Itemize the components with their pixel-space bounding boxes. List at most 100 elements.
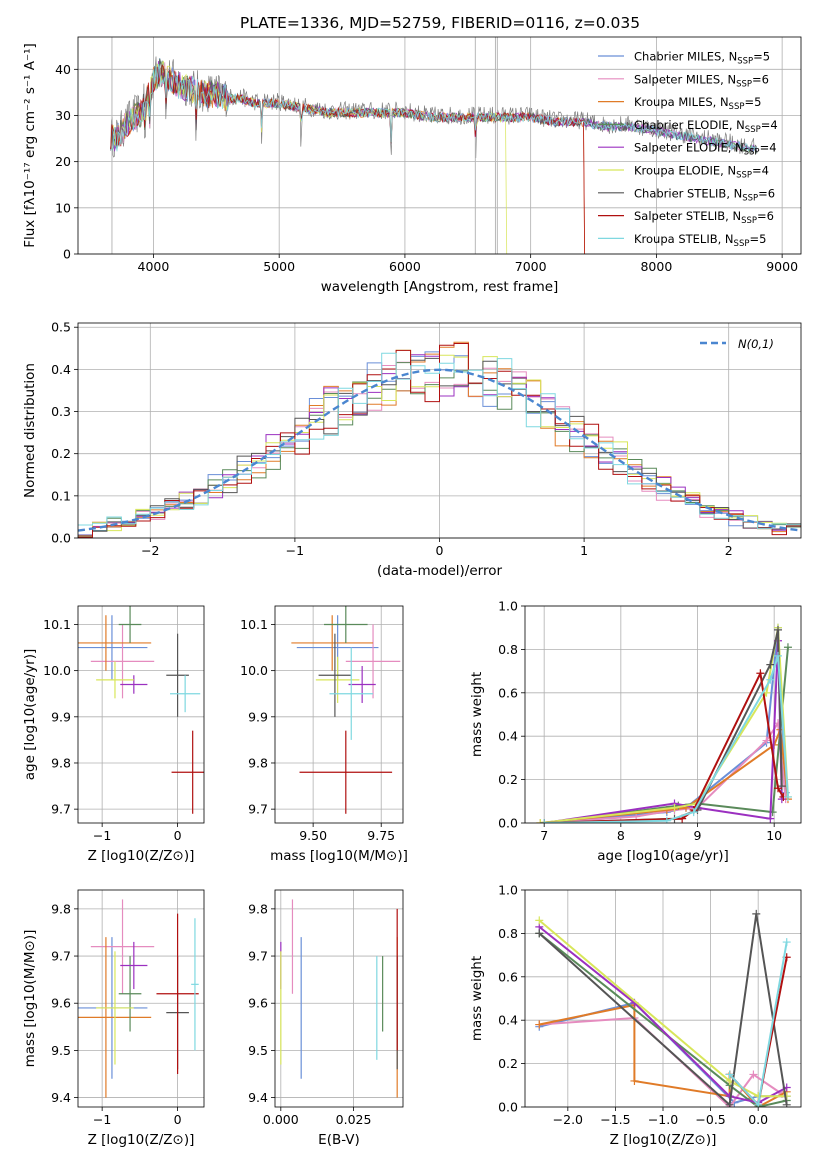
mass_vs_Z-xtick-label: 0 (174, 1112, 182, 1127)
spectrum-frame (77, 36, 802, 255)
massweight_vs_age-ytick-label: 0.0 (498, 816, 518, 831)
massweight_vs_age-xtick-label: 8 (617, 828, 625, 843)
massweight_vs_Z-frame (524, 889, 802, 1108)
residuals-ytick-label: 0.3 (51, 404, 71, 419)
spectrum-xtick-label: 6000 (389, 259, 421, 274)
residuals-xtick-label: −1 (286, 543, 304, 558)
massweight_vs_Z-ytick-label: 0.2 (498, 1056, 518, 1071)
spectrum-ylabel: Flux [fλ10⁻¹⁷ erg cm⁻² s⁻¹ A⁻¹] (22, 43, 38, 248)
massweight_vs_age-marker (756, 669, 765, 678)
massweight_vs_age-series-9 (544, 655, 789, 823)
mass_vs_ebv-xtick-label: 0.025 (336, 1112, 372, 1127)
age_vs_mass-point-5 (348, 666, 376, 703)
spectrum-model-line-8 (110, 64, 586, 254)
age_vs_Z-xtick-label: 0 (174, 828, 182, 843)
age_vs_Z-point-9 (170, 675, 201, 713)
age_vs_Z-xlabel: Z [log10(Z/Z⊙)] (88, 848, 195, 864)
massweight_vs_Z-ytick-label: 0.8 (498, 926, 518, 941)
mass_vs_Z-frame (77, 889, 205, 1108)
spectrum-ytick-label: 10 (55, 200, 71, 215)
residuals-frame (77, 322, 802, 539)
massweight_vs_age-ytick-label: 0.6 (498, 685, 518, 700)
massweight_vs_age-marker (774, 784, 782, 793)
age_vs_mass-xtick-label: 9.50 (299, 828, 327, 843)
residuals-ytick-label: 0.1 (51, 488, 71, 503)
age_vs_Z-point-5 (120, 675, 148, 694)
age_vs_Z-point-6 (96, 661, 134, 699)
massweight_vs_age-marker (783, 792, 792, 801)
spectrum-legend-label: Salpeter STELIB, NSSP=6 (634, 209, 774, 226)
age_vs_Z-plot-area (78, 606, 204, 814)
age_vs_Z-xtick-label: −1 (93, 828, 111, 843)
spectrum-legend-label: Salpeter MILES, NSSP=6 (634, 72, 769, 89)
mass_vs_ebv-ytick-label: 9.7 (248, 949, 268, 964)
figure-title: PLATE=1336, MJD=52759, FIBERID=0116, z=0… (240, 14, 640, 32)
residuals-panel: −2 −1 0 1 2 0.0 0.1 0.2 0.3 0.4 0.5 (data-model)/er… (22, 320, 802, 579)
residuals-xtick-label: −2 (141, 543, 159, 558)
massweight_vs_age-marker (766, 675, 775, 684)
residuals-plot-area (78, 341, 801, 538)
mass_vs_Z-ytick-label: 9.4 (51, 1090, 71, 1105)
age_vs_Z-ytick-label: 10.0 (43, 663, 71, 678)
age_vs_Z-ylabel: age [log10(age/yr)] (22, 649, 38, 781)
spectrum-panel: 4000 5000 6000 7000 8000 9000 0 10 20 30 40 wavelen… (22, 36, 802, 295)
residuals-ytick-label: 0.2 (51, 446, 71, 461)
spectrum-legend-label: Chabrier ELODIE, NSSP=4 (634, 118, 778, 135)
spectrum-legend-label: Kroupa MILES, NSSP=5 (634, 95, 761, 112)
mass_vs_ebv-ytick-label: 9.6 (248, 996, 268, 1011)
spectrum-plot-area (110, 37, 758, 254)
age_vs_Z-point-8 (171, 730, 204, 814)
massweight_vs_age-ytick-label: 0.2 (498, 772, 518, 787)
massweight_vs_age-marker (783, 643, 792, 652)
massweight_vs_age-ytick-label: 0.8 (498, 642, 518, 657)
spectrum-legend: Chabrier MILES, NSSP=5 Salpeter MILES, NS… (598, 50, 778, 249)
mass_vs_Z-ytick-label: 9.5 (51, 1043, 71, 1058)
massweight_vs_age-marker (774, 625, 782, 634)
residuals-xlabel: (data-model)/error (377, 563, 503, 579)
age_vs_Z-ytick-label: 9.8 (51, 755, 71, 770)
age_vs_mass-point-9 (329, 647, 374, 740)
massweight_vs_Z-xtick-label: 0.0 (748, 1112, 768, 1127)
massweight_vs_age-marker (774, 651, 782, 660)
age_vs_mass-point-2 (345, 624, 401, 699)
massweight_vs_Z-ytick-label: 0.6 (498, 969, 518, 984)
massweight_vs_Z-marker (749, 1070, 758, 1079)
massweight_vs_Z-xtick-label: −0.5 (695, 1112, 725, 1127)
residuals-ylabel: Normed distribution (22, 363, 38, 498)
mass_vs_Z-ytick-label: 9.8 (51, 901, 71, 916)
massweight_vs_age-marker (766, 814, 775, 823)
spectrum-legend-label: Kroupa STELIB, NSSP=5 (634, 232, 766, 249)
residuals-ytick-label: 0.4 (51, 362, 71, 377)
mass_vs_Z-plot-area (78, 899, 199, 1098)
mass_vs_Z-point-5 (120, 941, 148, 990)
massweight_vs_Z-xtick-label: −2.0 (553, 1112, 583, 1127)
mass_vs_Z-point-9 (191, 918, 199, 1051)
massweight_vs_age-marker (670, 803, 679, 812)
age_vs_Z-point-3 (78, 615, 152, 671)
spectrum-legend-label: Chabrier MILES, NSSP=5 (634, 50, 770, 67)
residuals-xtick-label: 2 (725, 543, 733, 558)
massweight_vs_age-marker (540, 819, 549, 823)
age_vs_mass-point-4 (324, 606, 368, 643)
massweight_vs_age-marker (766, 660, 775, 669)
massweight_vs_Z-marker (725, 1100, 734, 1107)
spectrum-xtick-label: 5000 (263, 259, 295, 274)
massweight_vs_Z-marker (535, 929, 544, 938)
age_vs_Z-ytick-label: 9.9 (51, 709, 71, 724)
normal-curve (78, 368, 801, 532)
mass_vs_Z-xlabel: Z [log10(Z/Z⊙)] (88, 1132, 195, 1148)
spectrum-legend-label: Chabrier STELIB, NSSP=6 (634, 186, 775, 203)
spectrum-xtick-label: 7000 (515, 259, 547, 274)
massweight_vs_age-ylabel: mass weight (469, 672, 485, 757)
mass_vs_ebv-plot-area (280, 899, 398, 1098)
residuals-ytick-label: 0.5 (51, 320, 71, 335)
massweight_vs_age-marker (689, 808, 698, 817)
age_vs_mass-xtick-label: 9.75 (367, 828, 395, 843)
residual-legend-label: N(0,1) (738, 337, 774, 351)
mass_vs_Z-point-2 (90, 899, 155, 994)
mass_vs_ebv-ytick-label: 9.4 (248, 1090, 268, 1105)
age_vs_mass-plot-area (291, 606, 401, 814)
mass_vs_Z-point-3 (78, 937, 152, 1098)
age_vs_Z-ytick-label: 9.7 (51, 802, 71, 817)
